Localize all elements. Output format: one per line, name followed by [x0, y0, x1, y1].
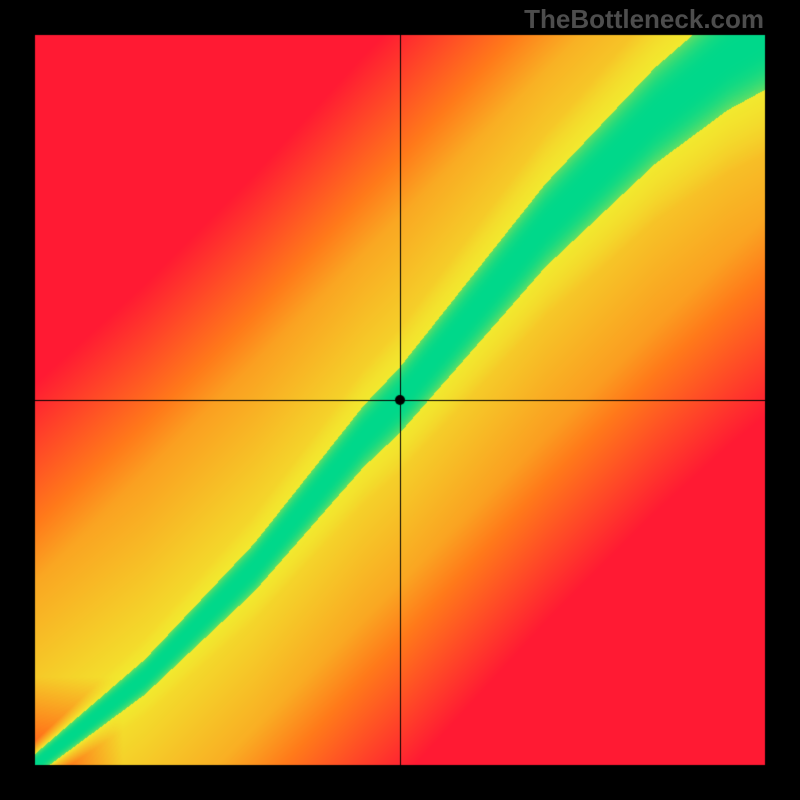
watermark-text: TheBottleneck.com [524, 4, 764, 35]
bottleneck-heatmap [0, 0, 800, 800]
